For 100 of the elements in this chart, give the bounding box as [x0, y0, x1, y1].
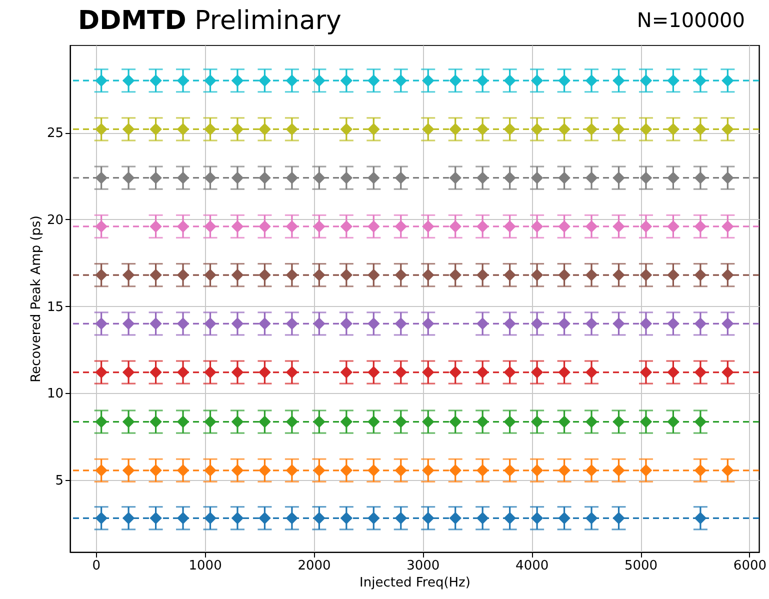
point — [313, 512, 326, 524]
point — [150, 74, 162, 87]
point — [122, 512, 135, 524]
point — [422, 318, 434, 330]
point — [313, 74, 326, 87]
point — [694, 172, 707, 184]
point — [313, 220, 326, 233]
point — [204, 74, 216, 87]
point — [558, 172, 570, 184]
point — [504, 416, 516, 428]
point — [340, 416, 353, 428]
point — [667, 172, 680, 184]
point — [476, 172, 489, 184]
point — [368, 464, 380, 477]
point — [95, 123, 108, 136]
point — [340, 512, 353, 524]
point — [204, 123, 216, 136]
point — [504, 172, 516, 184]
point — [694, 464, 707, 477]
point — [340, 74, 353, 87]
point — [422, 268, 434, 282]
x-axis-title: Injected Freq(Hz) — [360, 576, 470, 590]
point — [612, 464, 625, 477]
point — [176, 512, 190, 524]
point — [204, 318, 216, 330]
point — [476, 318, 489, 330]
x-tick-label: 0 — [92, 558, 101, 574]
point — [449, 464, 462, 477]
point — [612, 74, 625, 87]
point — [694, 512, 707, 524]
point — [585, 123, 598, 136]
point — [694, 123, 707, 136]
point — [340, 123, 353, 136]
point — [640, 268, 652, 282]
point — [394, 318, 408, 330]
point — [394, 512, 408, 524]
point — [694, 220, 707, 233]
point — [176, 220, 190, 233]
point — [612, 318, 625, 330]
point — [722, 220, 734, 233]
point — [558, 220, 570, 233]
point — [368, 318, 380, 330]
text: N=100000 — [636, 8, 745, 32]
point — [150, 512, 162, 524]
point — [449, 220, 462, 233]
point — [640, 318, 652, 330]
point — [231, 268, 244, 282]
point — [176, 74, 190, 87]
point — [530, 74, 544, 87]
point — [258, 512, 271, 524]
point — [722, 123, 734, 136]
point — [150, 268, 162, 282]
point — [449, 416, 462, 428]
chart-title: DDMTD Preliminary — [78, 6, 342, 36]
point — [231, 366, 244, 378]
point — [258, 74, 271, 87]
point — [231, 318, 244, 330]
point — [95, 318, 108, 330]
point — [176, 464, 190, 477]
point — [176, 268, 190, 282]
point — [558, 366, 570, 378]
point — [394, 416, 408, 428]
point — [204, 464, 216, 477]
point — [422, 464, 434, 477]
point — [286, 512, 298, 524]
point — [95, 220, 108, 233]
point — [95, 512, 108, 524]
point — [640, 220, 652, 233]
y-axis-title: Recovered Peak Amp (ps) — [28, 216, 44, 382]
point — [313, 416, 326, 428]
point — [95, 464, 108, 477]
point — [340, 172, 353, 184]
point — [258, 366, 271, 378]
point — [340, 366, 353, 378]
point — [95, 268, 108, 282]
point — [231, 123, 244, 136]
point — [150, 366, 162, 378]
point — [449, 512, 462, 524]
point — [504, 220, 516, 233]
point — [694, 416, 707, 428]
point — [394, 172, 408, 184]
point — [231, 74, 244, 87]
point — [122, 74, 135, 87]
point — [394, 74, 408, 87]
point — [449, 366, 462, 378]
point — [667, 318, 680, 330]
point — [204, 416, 216, 428]
point — [122, 268, 135, 282]
point — [122, 464, 135, 477]
point — [258, 464, 271, 477]
point — [394, 464, 408, 477]
point — [640, 464, 652, 477]
point — [694, 366, 707, 378]
point — [258, 220, 271, 233]
point — [286, 268, 298, 282]
point — [176, 123, 190, 136]
point — [176, 416, 190, 428]
point — [530, 220, 544, 233]
x-tick-label: 3000 — [406, 558, 440, 574]
y-tick-label: 20 — [46, 213, 64, 228]
